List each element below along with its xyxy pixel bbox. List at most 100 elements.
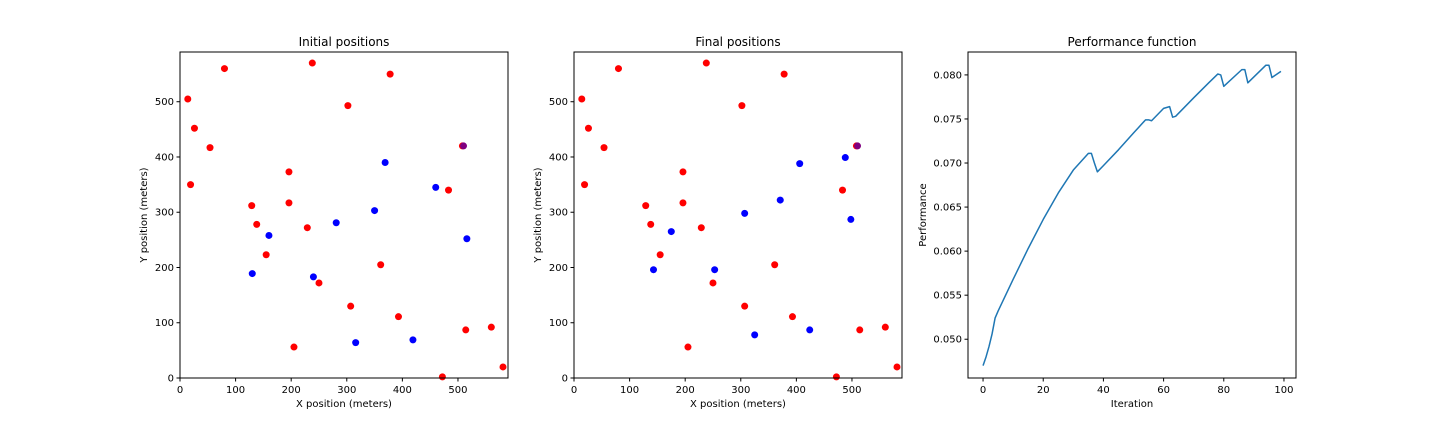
initial-positions-point <box>265 231 273 239</box>
final-positions-point <box>771 261 779 269</box>
final-positions-point <box>751 331 759 339</box>
final-positions-point <box>584 124 592 132</box>
y-axis-label: Performance <box>918 183 929 246</box>
final-positions-point <box>600 144 608 152</box>
x-tick-label: 200 <box>282 385 301 396</box>
x-tick-label: 500 <box>448 385 467 396</box>
y-tick-label: 300 <box>155 208 174 219</box>
final-positions-panel: 0 100 200 300 400 500 0 100 200 300 400 500 Final po… <box>533 35 903 410</box>
initial-positions-point <box>248 270 256 278</box>
initial-positions-point <box>352 339 360 347</box>
y-axis-label: Y position (meters) <box>533 167 544 263</box>
final-positions-point <box>854 142 862 150</box>
final-positions-point <box>578 95 586 103</box>
final-positions-point <box>702 59 710 67</box>
initial-positions-point <box>308 59 316 67</box>
y-tick-label: 300 <box>549 208 568 219</box>
initial-positions-point <box>499 363 507 371</box>
final-positions-point <box>679 168 687 176</box>
final-positions-point <box>856 326 864 334</box>
initial-positions-point <box>290 343 298 351</box>
x-tick-label: 0 <box>571 385 577 396</box>
final-positions-point <box>788 313 796 321</box>
x-axis-label: Iteration <box>1111 399 1153 410</box>
y-tick-label: 100 <box>155 318 174 329</box>
initial-positions-point <box>206 144 214 152</box>
chart-title: Initial positions <box>299 35 390 49</box>
initial-positions-point <box>463 235 471 243</box>
initial-positions-point <box>377 261 385 269</box>
initial-positions-point <box>347 302 355 310</box>
final-positions-point <box>667 228 675 236</box>
performance-function-series-line <box>982 64 1282 366</box>
x-tick-label: 20 <box>1037 385 1050 396</box>
y-axis-label: Y position (meters) <box>139 167 150 263</box>
x-tick-label: 0 <box>980 385 986 396</box>
initial-positions-point <box>394 313 402 321</box>
final-positions-point <box>709 279 717 287</box>
initial-positions-point <box>438 373 446 381</box>
y-tick-label: 0.065 <box>933 203 962 214</box>
initial-positions-point <box>460 142 468 150</box>
chart-title: Final positions <box>695 35 780 49</box>
initial-positions-point <box>184 95 192 103</box>
initial-positions-point <box>285 168 293 176</box>
y-tick-label: 0.060 <box>933 247 962 258</box>
y-tick-label: 0.075 <box>933 114 962 125</box>
x-tick-label: 300 <box>731 385 750 396</box>
initial-positions-point <box>220 65 228 73</box>
final-positions-point <box>711 266 719 274</box>
initial-positions-point <box>386 70 394 78</box>
y-tick-label: 500 <box>549 97 568 108</box>
initial-positions-point <box>432 183 440 191</box>
x-tick-label: 300 <box>337 385 356 396</box>
x-tick-label: 0 <box>177 385 183 396</box>
x-tick-label: 400 <box>787 385 806 396</box>
final-positions-point <box>839 186 847 194</box>
initial-positions-point <box>253 220 261 228</box>
initial-positions-point <box>262 251 270 259</box>
x-axis-label: X position (meters) <box>690 399 786 410</box>
x-tick-label: 500 <box>842 385 861 396</box>
final-positions-point <box>642 202 650 210</box>
initial-positions-point <box>462 326 470 334</box>
final-positions-point <box>841 154 849 162</box>
final-positions-point <box>893 363 901 371</box>
y-tick-label: 0.070 <box>933 159 962 170</box>
final-positions-point <box>832 373 840 381</box>
initial-positions-point <box>332 219 340 227</box>
y-tick-label: 0 <box>168 374 174 385</box>
initial-positions-point <box>409 336 417 344</box>
initial-positions-point <box>285 199 293 207</box>
final-positions-point <box>684 343 692 351</box>
initial-positions-point <box>487 323 495 331</box>
final-positions-axes-frame <box>573 51 903 379</box>
y-tick-label: 400 <box>155 152 174 163</box>
initial-positions-panel: 0 100 200 300 400 500 0 100 200 300 400 500 Initial … <box>139 35 509 410</box>
y-tick-label: 0.050 <box>933 335 962 346</box>
x-tick-label: 80 <box>1217 385 1230 396</box>
initial-positions-point <box>309 273 317 281</box>
x-tick-label: 100 <box>620 385 639 396</box>
chart-title: Performance function <box>1068 35 1197 49</box>
initial-positions-point <box>303 224 311 232</box>
initial-positions-point <box>190 124 198 132</box>
final-positions-point <box>796 160 804 168</box>
x-tick-label: 200 <box>676 385 695 396</box>
final-positions-point <box>650 266 657 274</box>
x-tick-label: 100 <box>1274 385 1293 396</box>
y-tick-label: 500 <box>155 97 174 108</box>
x-tick-label: 60 <box>1157 385 1170 396</box>
y-tick-label: 0 <box>562 374 568 385</box>
final-positions-point <box>697 224 705 232</box>
initial-positions-point <box>344 102 352 110</box>
final-positions-point <box>647 220 655 228</box>
y-tick-label: 400 <box>549 152 568 163</box>
y-tick-label: 100 <box>549 318 568 329</box>
final-positions-point <box>847 215 855 223</box>
initial-positions-point <box>445 186 453 194</box>
final-positions-point <box>679 199 687 207</box>
final-positions-point <box>806 326 814 334</box>
y-tick-label: 0.080 <box>933 70 962 81</box>
